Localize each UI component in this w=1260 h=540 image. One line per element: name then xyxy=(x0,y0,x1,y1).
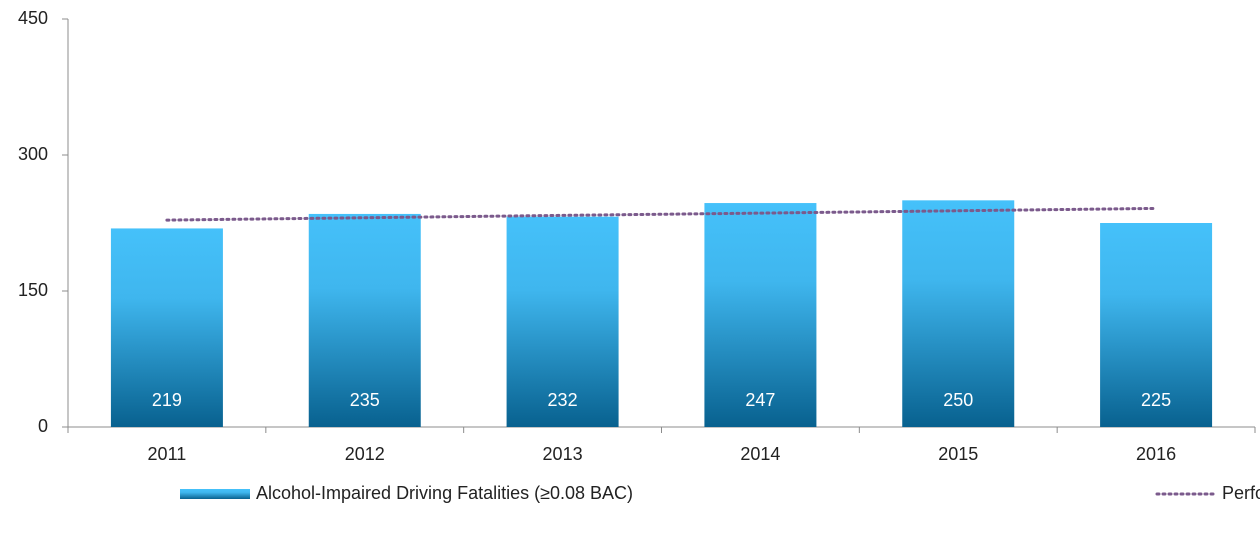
trend-line xyxy=(165,206,1158,222)
data-label: 225 xyxy=(1141,390,1171,410)
bar xyxy=(110,228,223,427)
legend-swatch xyxy=(180,489,250,499)
x-tick-label: 2012 xyxy=(345,444,385,464)
data-label: 247 xyxy=(745,390,775,410)
y-tick-label: 300 xyxy=(18,144,48,164)
y-tick-label: 450 xyxy=(18,8,48,28)
legend-label: Alcohol-Impaired Driving Fatalities (≥0.… xyxy=(256,483,633,503)
bar xyxy=(704,203,817,427)
bar xyxy=(1100,223,1213,427)
legend-label: Performance Trend xyxy=(1222,483,1260,503)
y-tick-label: 150 xyxy=(18,280,48,300)
x-tick-label: 2014 xyxy=(740,444,780,464)
x-tick-label: 2011 xyxy=(148,444,187,464)
bar xyxy=(506,216,619,427)
data-label: 235 xyxy=(350,390,380,410)
data-label: 250 xyxy=(943,390,973,410)
x-tick-label: 2013 xyxy=(543,444,583,464)
bar xyxy=(308,213,421,427)
x-tick-label: 2016 xyxy=(1136,444,1176,464)
y-tick-label: 0 xyxy=(38,416,48,436)
bar xyxy=(902,200,1015,427)
data-label: 219 xyxy=(152,390,182,410)
x-tick-label: 2015 xyxy=(938,444,978,464)
data-label: 232 xyxy=(548,390,578,410)
